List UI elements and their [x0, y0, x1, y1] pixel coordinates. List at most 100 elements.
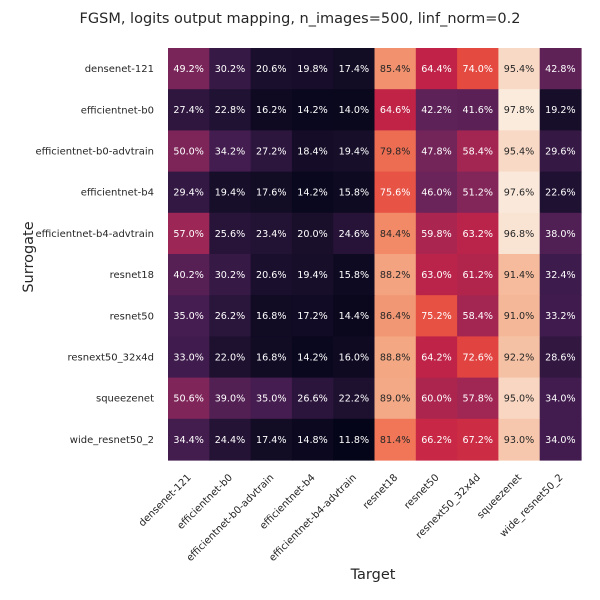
heatmap-cell — [539, 48, 582, 90]
cell-value-label: 63.0% — [421, 270, 451, 281]
heatmap-cell — [291, 254, 334, 296]
heatmap-cell — [209, 254, 252, 296]
heatmap-cell — [209, 377, 252, 420]
heatmap-cell — [415, 89, 458, 131]
y-tick-label: densenet-121 — [85, 64, 154, 75]
heatmap-cell-labels: 49.2% 30.2% 20.6% 19.8% 17.4% 85.4% 64.4% 74.0%… — [173, 64, 575, 446]
heatmap-cell — [209, 89, 252, 131]
heatmap-cell — [457, 48, 499, 90]
heatmap-cell — [539, 130, 582, 173]
cell-value-label: 16.0% — [339, 352, 369, 363]
cell-value-label: 35.0% — [256, 394, 286, 405]
cell-value-label: 22.2% — [339, 394, 369, 405]
cell-value-label: 84.4% — [380, 229, 410, 240]
heatmap-cell — [498, 336, 541, 379]
x-tick-label: efficientnet-b4-advtrain — [267, 472, 359, 564]
y-tick-label: efficientnet-b0 — [81, 105, 154, 116]
cell-value-label: 16.8% — [256, 352, 286, 363]
heatmap-cell — [250, 130, 293, 173]
cell-value-label: 19.4% — [339, 146, 369, 157]
cell-value-label: 11.8% — [339, 435, 369, 446]
cell-value-label: 40.2% — [173, 270, 203, 281]
cell-value-label: 22.0% — [215, 352, 245, 363]
heatmap-cell — [415, 418, 458, 461]
cell-value-label: 27.4% — [173, 105, 203, 116]
y-axis-label: Surrogate — [21, 221, 37, 292]
heatmap-cell — [168, 336, 210, 379]
cell-value-label: 19.4% — [297, 270, 327, 281]
heatmap-cell — [539, 89, 582, 131]
y-tick-labels: densenet-121 efficientnet-b0 efficientnet-… — [35, 64, 154, 446]
y-tick-label: efficientnet-b4 — [81, 188, 154, 199]
cell-value-label: 57.0% — [173, 229, 203, 240]
heatmap-cell — [498, 377, 541, 420]
heatmap-cell — [539, 336, 582, 379]
heatmap-cell — [415, 254, 458, 296]
heatmap-cell — [250, 336, 293, 379]
heatmap-cell — [374, 336, 417, 379]
cell-value-label: 17.6% — [256, 188, 286, 199]
heatmap-cell — [291, 89, 334, 131]
cell-value-label: 14.2% — [297, 352, 327, 363]
heatmap-cell — [415, 48, 458, 90]
cell-value-label: 14.8% — [297, 435, 327, 446]
heatmap-cell — [250, 418, 293, 461]
heatmap-cell — [415, 130, 458, 173]
y-tick-label: resnext50_32x4d — [68, 353, 154, 364]
cell-value-label: 64.2% — [421, 352, 451, 363]
cell-value-label: 25.6% — [215, 229, 245, 240]
cell-value-label: 16.2% — [256, 105, 286, 116]
heatmap-cell — [168, 254, 210, 296]
heatmap-cells — [168, 48, 582, 461]
cell-value-label: 92.2% — [504, 352, 534, 363]
cell-value-label: 42.8% — [545, 64, 575, 75]
cell-value-label: 19.8% — [297, 64, 327, 75]
heatmap-cell — [415, 336, 458, 379]
heatmap-cell — [498, 295, 541, 337]
heatmap-cell — [457, 171, 499, 214]
cell-value-label: 72.6% — [463, 352, 493, 363]
cell-value-label: 46.0% — [421, 188, 451, 199]
cell-value-label: 26.6% — [297, 394, 327, 405]
cell-value-label: 97.6% — [504, 188, 534, 199]
cell-value-label: 34.4% — [173, 435, 203, 446]
heatmap-cell — [374, 171, 417, 214]
cell-value-label: 63.2% — [463, 229, 493, 240]
cell-value-label: 14.2% — [297, 188, 327, 199]
heatmap-cell — [291, 295, 334, 337]
heatmap-cell — [168, 418, 210, 461]
x-tick-labels: densenet-121efficientnet-b0efficientnet-… — [137, 472, 565, 564]
heatmap-cell — [457, 254, 499, 296]
cell-value-label: 17.2% — [297, 311, 327, 322]
heatmap-cell — [374, 254, 417, 296]
cell-value-label: 79.8% — [380, 146, 410, 157]
heatmap-cell — [209, 171, 252, 214]
cell-value-label: 33.0% — [173, 352, 203, 363]
cell-value-label: 24.4% — [215, 435, 245, 446]
heatmap-cell — [291, 377, 334, 420]
x-axis-label: Target — [350, 567, 396, 583]
heatmap-cell — [498, 171, 541, 214]
heatmap-cell — [374, 48, 417, 90]
heatmap-cell — [374, 89, 417, 131]
heatmap-cell — [168, 48, 210, 90]
cell-value-label: 81.4% — [380, 435, 410, 446]
heatmap-cell — [209, 295, 252, 337]
cell-value-label: 33.2% — [545, 311, 575, 322]
cell-value-label: 85.4% — [380, 64, 410, 75]
y-tick-label: squeezenet — [96, 394, 154, 405]
cell-value-label: 88.8% — [380, 352, 410, 363]
heatmap-cell — [457, 295, 499, 337]
cell-value-label: 57.8% — [463, 394, 493, 405]
x-tick-label: efficientnet-b0-advtrain — [185, 472, 277, 564]
cell-value-label: 38.0% — [545, 229, 575, 240]
cell-value-label: 67.2% — [463, 435, 493, 446]
cell-value-label: 27.2% — [256, 146, 286, 157]
cell-value-label: 14.0% — [339, 105, 369, 116]
heatmap-cell — [415, 171, 458, 214]
cell-value-label: 75.6% — [380, 188, 410, 199]
cell-value-label: 96.8% — [504, 229, 534, 240]
cell-value-label: 22.6% — [545, 188, 575, 199]
heatmap-cell — [250, 295, 293, 337]
y-tick-label: efficientnet-b0-advtrain — [35, 147, 154, 158]
